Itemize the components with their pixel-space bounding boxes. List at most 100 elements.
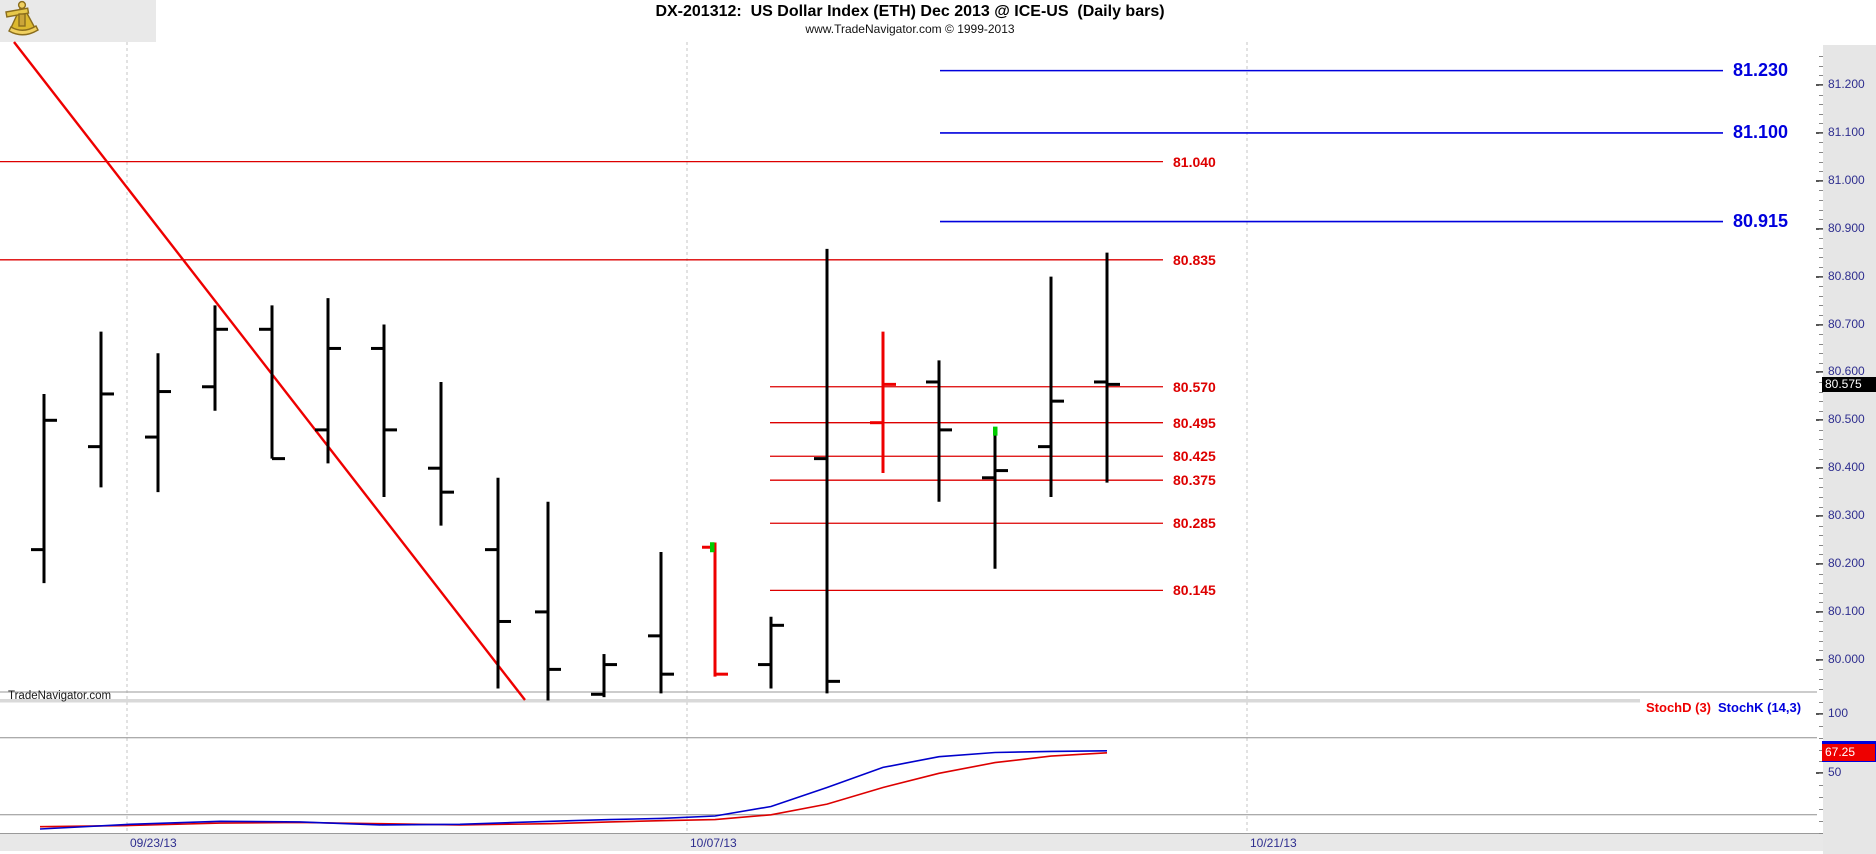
price-axis-minor-tick xyxy=(1819,659,1823,661)
price-axis-label-80.500: 80.500 xyxy=(1828,412,1865,427)
price-axis-minor-tick xyxy=(1819,544,1823,546)
price-axis-minor-tick xyxy=(1819,286,1823,288)
price-axis-minor-tick xyxy=(1819,516,1823,518)
price-axis-minor-tick xyxy=(1819,688,1823,690)
price-axis-label-80.100: 80.100 xyxy=(1828,603,1865,618)
trendline[interactable] xyxy=(13,41,526,701)
price-axis-minor-tick xyxy=(1819,381,1823,383)
price-axis-minor-tick xyxy=(1819,420,1823,422)
price-axis-minor-tick xyxy=(1819,180,1823,182)
price-axis-minor-tick xyxy=(1819,65,1823,67)
price-axis-label-80.900: 80.900 xyxy=(1828,220,1865,235)
price-axis-minor-tick xyxy=(1819,343,1823,345)
stoch-axis-minor-tick xyxy=(1819,714,1823,715)
price-axis-minor-tick xyxy=(1819,228,1823,230)
price-axis-label-80.300: 80.300 xyxy=(1828,508,1865,523)
price-axis-minor-tick xyxy=(1819,506,1823,508)
price-axis-minor-tick xyxy=(1819,324,1823,326)
price-axis-minor-tick xyxy=(1819,631,1823,633)
price-axis-minor-tick xyxy=(1819,142,1823,144)
stoch-axis-minor-tick xyxy=(1819,832,1823,834)
price-axis-minor-tick xyxy=(1819,372,1823,374)
stoch-axis-minor-tick xyxy=(1819,761,1823,763)
price-axis-minor-tick xyxy=(1819,669,1823,671)
stoch-k-legend-label[interactable]: StochK (14,3) xyxy=(1718,700,1802,715)
stoch-axis-minor-tick xyxy=(1819,702,1823,704)
price-axis-minor-tick xyxy=(1819,209,1823,211)
red-downtrend-line[interactable] xyxy=(13,41,526,701)
price-axis-minor-tick xyxy=(1819,123,1823,125)
sextant-logo-icon xyxy=(5,0,39,36)
price-axis-minor-tick xyxy=(1819,219,1823,221)
price-axis-minor-tick xyxy=(1819,152,1823,154)
price-axis-minor-tick xyxy=(1819,334,1823,336)
price-axis-minor-tick xyxy=(1819,199,1823,201)
price-axis-minor-tick xyxy=(1819,238,1823,240)
price-axis-minor-tick xyxy=(1819,391,1823,393)
price-axis-minor-tick xyxy=(1819,276,1823,278)
price-axis-minor-tick xyxy=(1819,401,1823,403)
stoch-d-legend-label[interactable]: StochD (3) xyxy=(1646,700,1711,715)
price-axis-label-80.400: 80.400 xyxy=(1828,460,1865,475)
price-axis-minor-tick xyxy=(1819,305,1823,307)
price-axis-minor-tick xyxy=(1819,113,1823,115)
stoch-axis-label-50: 50 xyxy=(1828,765,1842,780)
price-axis-minor-tick xyxy=(1819,554,1823,556)
stoch-axis-minor-tick xyxy=(1819,808,1823,810)
chart-title: DX-201312: US Dollar Index (ETH) Dec 201… xyxy=(655,3,1165,20)
price-axis-minor-tick xyxy=(1819,161,1823,163)
stoch-axis-minor-tick xyxy=(1819,737,1823,739)
price-axis-minor-tick xyxy=(1819,171,1823,173)
price-axis-minor-tick xyxy=(1819,573,1823,575)
price-axis-minor-tick xyxy=(1819,678,1823,680)
stoch-axis-label-100: 100 xyxy=(1828,706,1849,720)
price-axis-minor-tick xyxy=(1819,85,1823,86)
stoch-axis-minor-tick xyxy=(1819,725,1823,727)
price-axis-minor-tick xyxy=(1819,314,1823,316)
price-axis-minor-tick xyxy=(1819,564,1823,565)
price-axis-minor-tick xyxy=(1819,190,1823,192)
price-axis-minor-tick xyxy=(1819,621,1823,623)
price-axis-label-80.000: 80.000 xyxy=(1828,651,1865,666)
price-axis-minor-tick xyxy=(1819,487,1823,489)
stochastic-curves xyxy=(39,750,1108,830)
price-axis-minor-tick xyxy=(1819,267,1823,269)
chart-plot-surface[interactable] xyxy=(0,0,1823,854)
stoch-axis-minor-tick xyxy=(1819,773,1823,775)
stoch-axis-minor-tick xyxy=(1819,820,1823,822)
price-axis-minor-tick xyxy=(1819,602,1823,604)
price-axis-minor-tick xyxy=(1819,611,1823,613)
chart-subtitle: www.TradeNavigator.com © 1999-2013 xyxy=(805,22,1015,36)
price-axis-minor-tick xyxy=(1819,104,1823,106)
price-axis-minor-tick xyxy=(1819,449,1823,451)
price-axis-minor-tick xyxy=(1819,583,1823,585)
price-axis-minor-tick xyxy=(1819,640,1823,642)
stoch-axis-minor-tick xyxy=(1819,797,1823,799)
price-axis-minor-tick xyxy=(1819,439,1823,441)
date-label-09/23/13: 09/23/13 xyxy=(130,836,177,850)
price-axis-label-80.800: 80.800 xyxy=(1828,268,1865,283)
horizontal-price-level-lines[interactable] xyxy=(0,69,1723,591)
price-axis-label-80.600: 80.600 xyxy=(1828,364,1865,379)
price-axis[interactable] xyxy=(1823,45,1876,854)
price-axis-minor-tick xyxy=(1819,295,1823,297)
price-axis-minor-tick xyxy=(1819,496,1823,498)
price-axis-minor-tick xyxy=(1819,257,1823,259)
price-axis-label-80.700: 80.700 xyxy=(1828,316,1865,331)
price-axis-minor-tick xyxy=(1819,353,1823,355)
watermark: TradeNavigator.com xyxy=(8,690,112,702)
stoch-axis-minor-tick xyxy=(1819,749,1823,751)
last-price-badge: 80.575 xyxy=(1822,376,1876,392)
price-axis-label-81.200: 81.200 xyxy=(1828,77,1865,91)
price-axis-minor-tick xyxy=(1819,468,1823,470)
price-axis-minor-tick xyxy=(1819,477,1823,479)
date-axis[interactable] xyxy=(0,833,1823,851)
price-axis-minor-tick xyxy=(1819,458,1823,460)
price-axis-label-81.000: 81.000 xyxy=(1828,172,1865,187)
logo-area xyxy=(0,0,156,42)
stoch-d-value-badge: 67.25 xyxy=(1822,744,1875,762)
ohlc-daily-bars xyxy=(31,248,1120,701)
price-axis-label-80.200: 80.200 xyxy=(1828,556,1865,570)
price-axis-minor-tick xyxy=(1819,56,1823,58)
